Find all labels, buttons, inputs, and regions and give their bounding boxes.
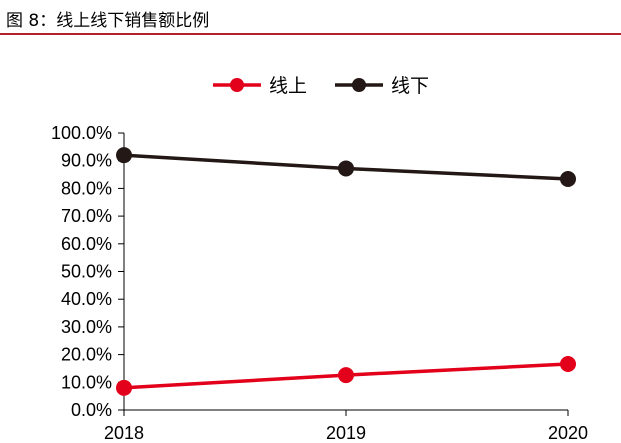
series-offline [116,147,576,187]
series-online [116,356,576,396]
x-tick-labels: 2018 2019 2020 [104,423,588,443]
legend-item: 线下 [335,75,429,97]
y-tick-label: 40.0% [61,289,112,309]
figure-title: 图 8：线上线下销售额比例 [6,11,210,31]
chart-series [116,147,576,396]
y-tick-labels: 0.0% 10.0% 20.0% 30.0% 40.0% 50.0% 60.0% 70.0% 8… [51,123,112,420]
legend-item: 线上 [213,75,307,97]
y-tick-label: 100.0% [51,123,112,143]
x-tick-label: 2018 [104,423,144,443]
y-tick-label: 60.0% [61,234,112,254]
title-divider [0,33,621,35]
data-point [116,379,132,396]
y-tick-label: 80.0% [61,178,112,198]
legend-marker [352,78,366,92]
data-point [338,160,354,177]
legend-marker [230,78,244,92]
y-tick-label: 90.0% [61,151,112,171]
data-point [116,147,132,164]
y-tick-label: 50.0% [61,262,112,282]
y-tick-label: 70.0% [61,206,112,226]
data-point [338,367,354,384]
chart-axes [118,132,569,416]
data-point [560,356,576,373]
y-tick-label: 10.0% [61,372,112,392]
x-tick-label: 2020 [548,423,588,443]
chart-legend: 线上 线下 [213,75,429,97]
legend-label: 线上 [269,75,307,97]
y-tick-label: 0.0% [71,400,112,420]
y-tick-label: 30.0% [61,317,112,337]
x-tick-label: 2019 [326,423,366,443]
legend-label: 线下 [391,75,429,97]
y-tick-label: 20.0% [61,345,112,365]
data-point [560,170,576,187]
